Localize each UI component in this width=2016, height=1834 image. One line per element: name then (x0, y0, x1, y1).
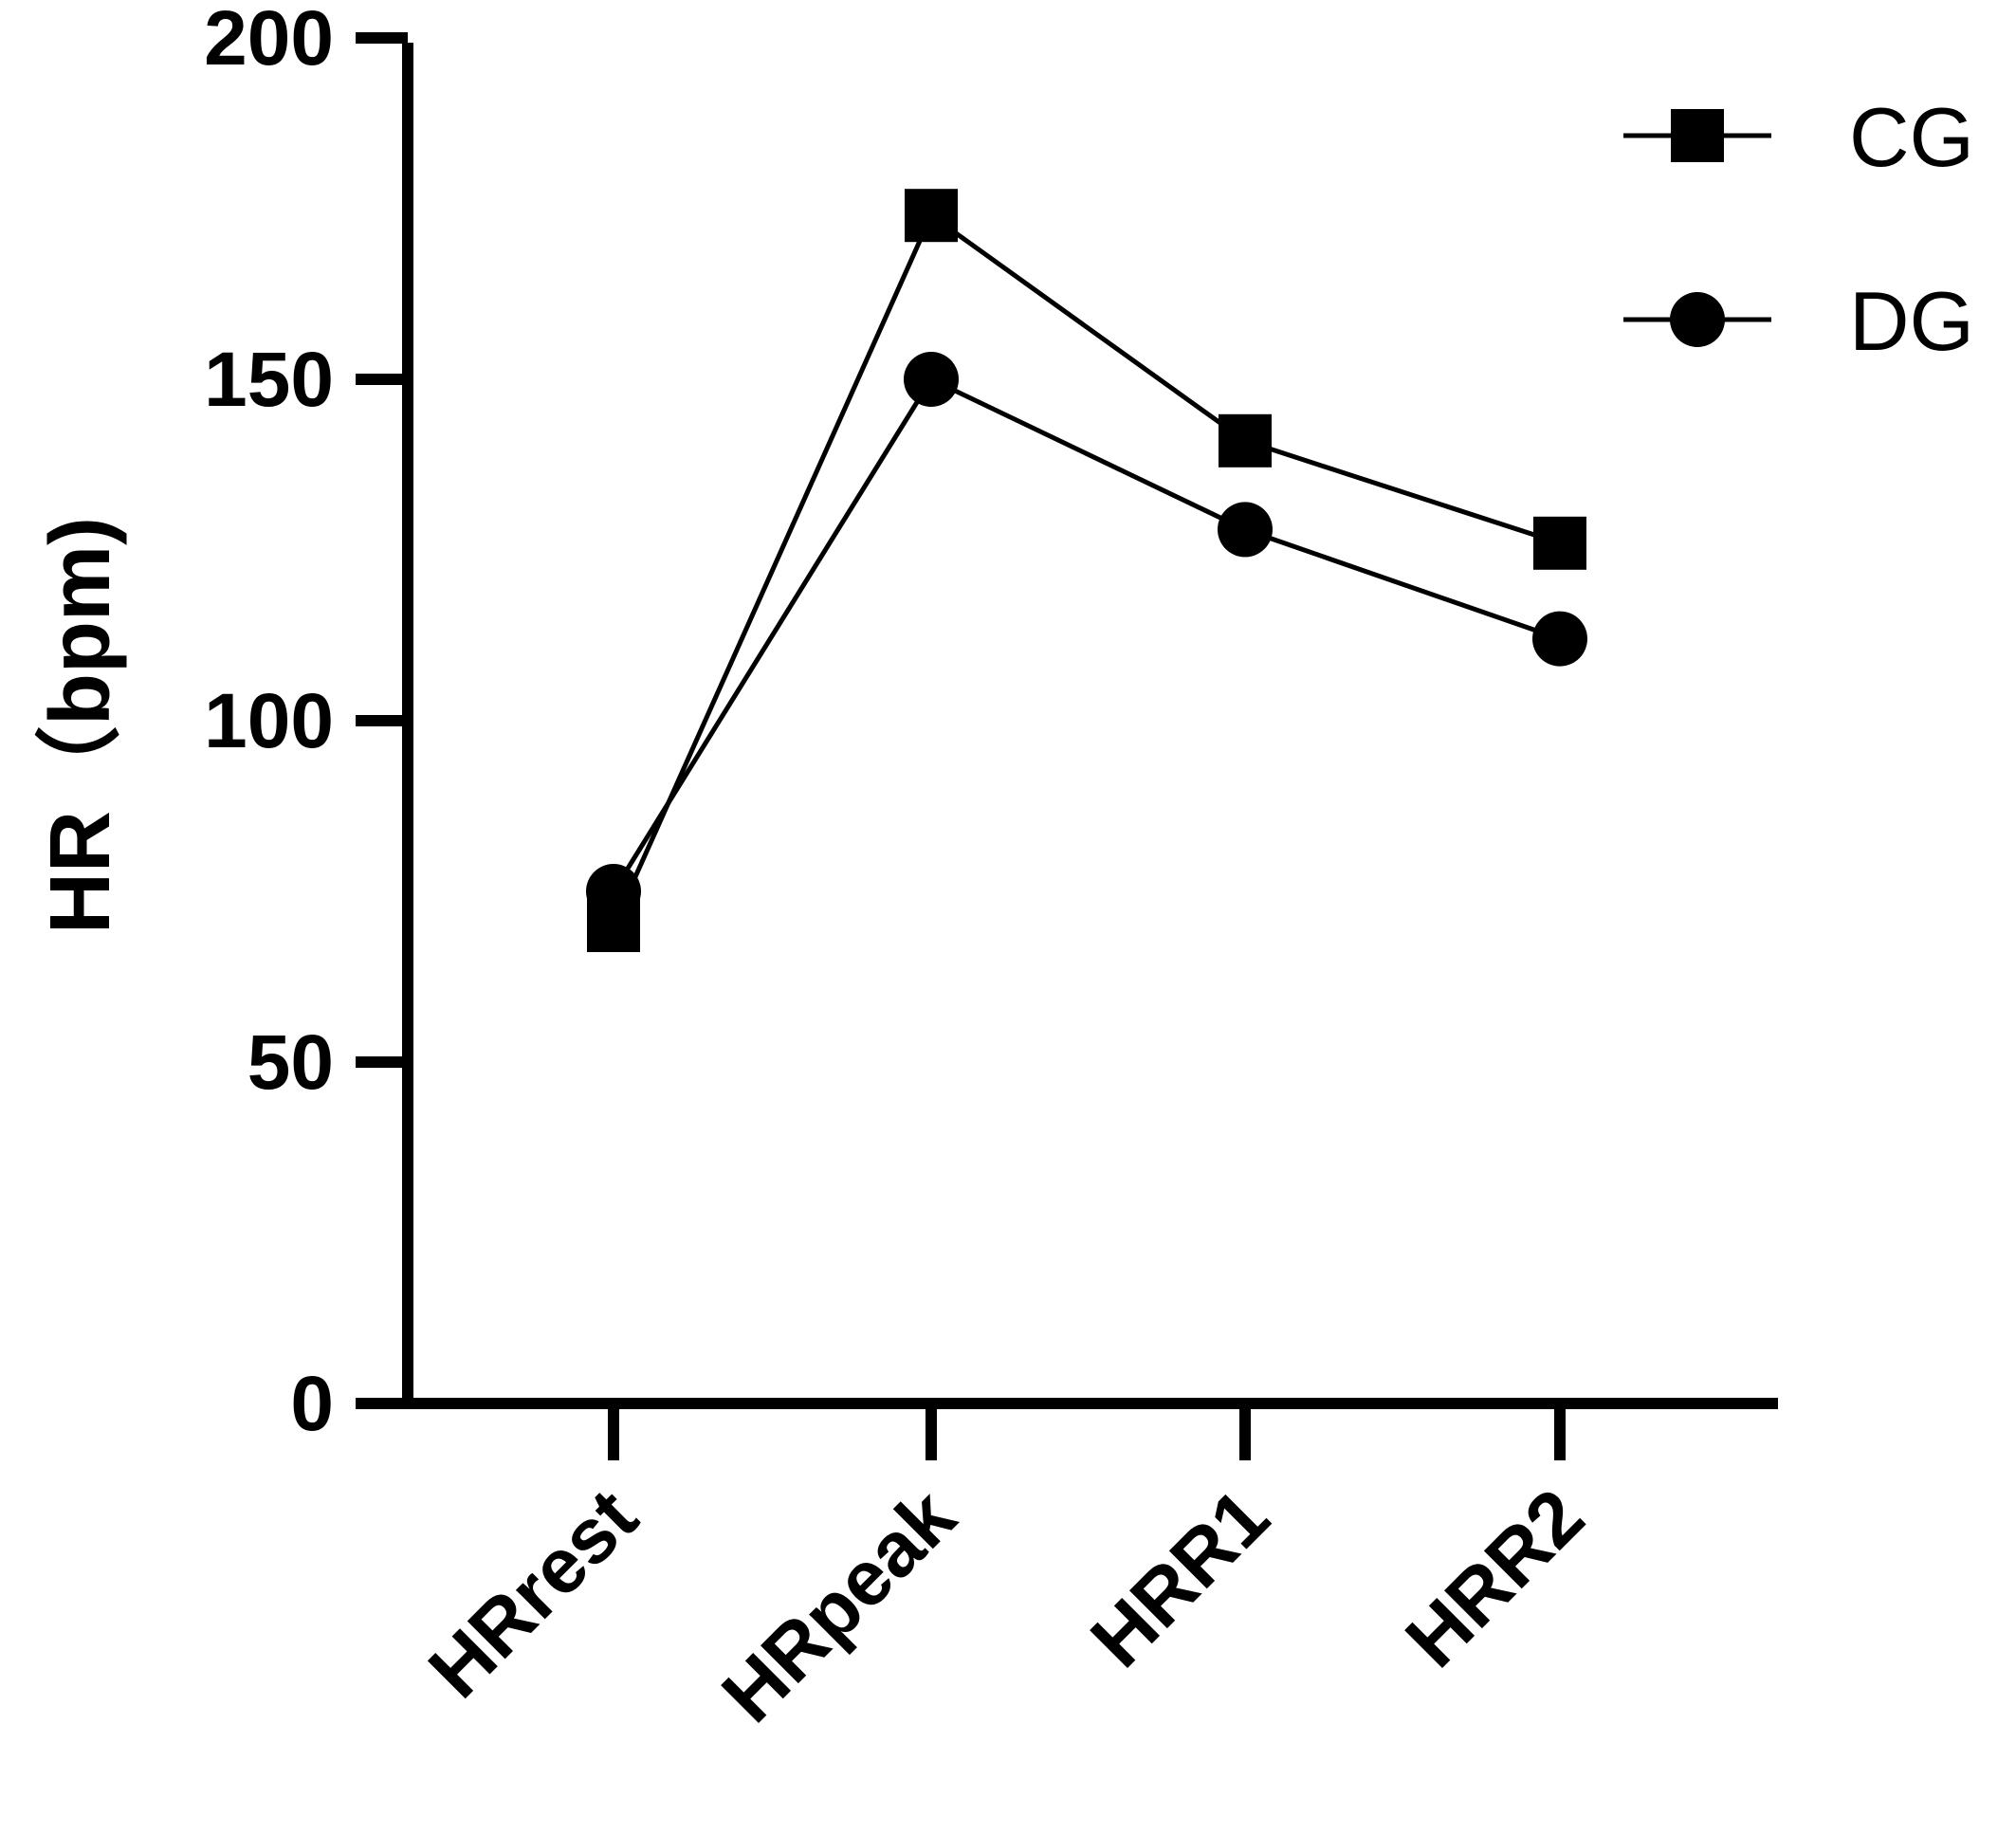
data-point (1533, 516, 1586, 570)
y-tick-label: 100 (204, 678, 334, 764)
y-axis: 0 50 100 150 200 HR（bpm) (33, 0, 413, 1447)
legend-item-DG: DG (1623, 274, 1974, 368)
y-ticks: 0 50 100 150 200 (204, 0, 408, 1447)
y-tick-label: 150 (204, 337, 334, 423)
x-tick-label: HRR2 (1390, 1473, 1601, 1683)
legend-label: DG (1849, 274, 1974, 368)
legend-label: CG (1849, 90, 1974, 184)
series-line (611, 376, 1561, 893)
legend: CG DG (1623, 90, 1974, 368)
data-point (586, 864, 641, 919)
data-point (1532, 611, 1587, 667)
data-point (905, 189, 958, 243)
y-tick-label: 50 (247, 1019, 334, 1106)
series-DG (586, 352, 1587, 919)
x-ticks: HRrest HRpeak HRR1 HRR2 (412, 1403, 1601, 1739)
x-tick-label: HRR1 (1075, 1473, 1286, 1683)
data-point (1218, 502, 1273, 558)
series-layer (586, 189, 1587, 952)
legend-marker (1671, 109, 1724, 162)
data-point (904, 352, 959, 407)
y-tick-label: 0 (290, 1361, 334, 1447)
x-axis: HRrest HRpeak HRR1 HRR2 (402, 1398, 1778, 1739)
series-CG (587, 189, 1586, 952)
y-tick-label: 200 (204, 0, 334, 82)
data-point (1219, 413, 1272, 468)
legend-marker (1670, 292, 1725, 347)
series-line (611, 211, 1561, 927)
y-axis-title: HR（bpm) (33, 517, 128, 934)
x-tick-label: HRpeak (706, 1473, 972, 1739)
x-tick-label: HRrest (412, 1473, 653, 1714)
legend-item-CG: CG (1623, 90, 1974, 184)
